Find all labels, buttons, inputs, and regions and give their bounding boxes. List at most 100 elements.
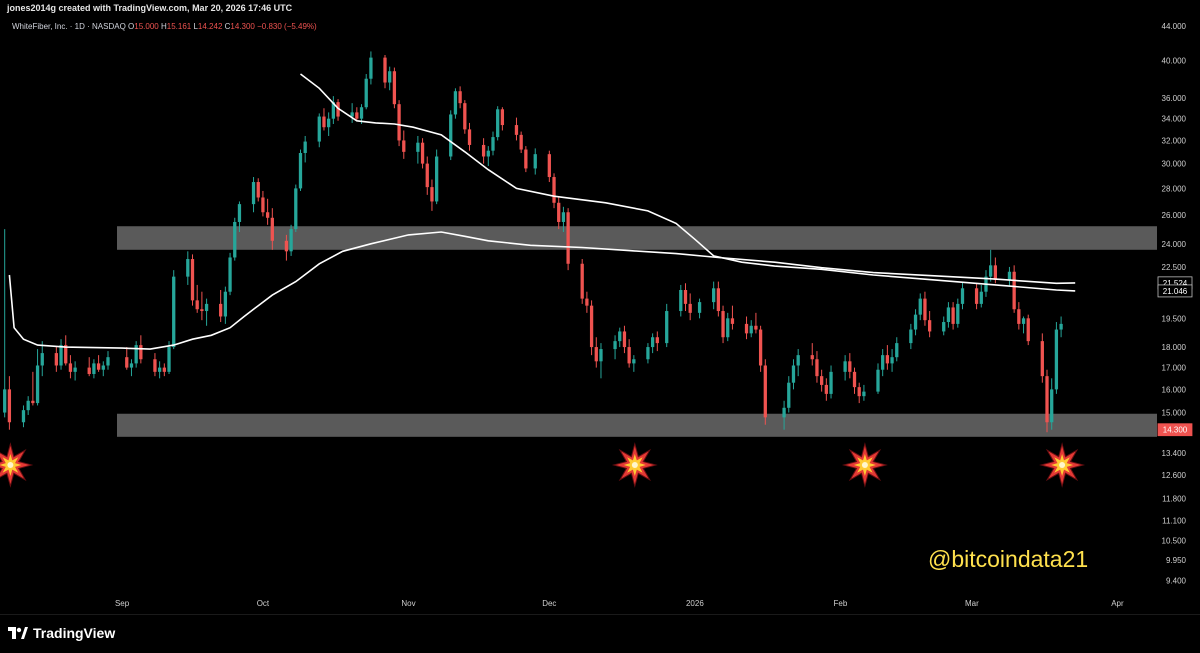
y-axis-labels: 44.000 40.000 36.000 34.000 32.000 30.000 28.0… xyxy=(1162,22,1187,585)
candle-body xyxy=(956,303,960,324)
y-tick-label: 34.000 xyxy=(1162,115,1187,124)
candle-body xyxy=(322,116,326,128)
price-tag-label: 21.046 xyxy=(1163,287,1188,296)
candle-body xyxy=(223,291,228,317)
candle-body xyxy=(594,347,598,362)
candle-body xyxy=(566,212,570,264)
candle-body xyxy=(157,367,162,372)
candle-body xyxy=(96,363,101,370)
candle-body xyxy=(167,347,171,372)
candle-body xyxy=(688,303,692,313)
candle-body xyxy=(294,188,298,230)
y-tick-label: 40.000 xyxy=(1162,56,1187,65)
candle-body xyxy=(951,307,955,324)
candle-body xyxy=(21,410,26,423)
candle-body xyxy=(425,163,429,188)
candle-body xyxy=(890,357,894,364)
candle-body xyxy=(744,323,749,334)
burst-marker-icon xyxy=(611,442,658,488)
candle-body xyxy=(139,345,143,360)
y-tick-label: 28.000 xyxy=(1162,184,1187,193)
candle-body xyxy=(481,144,486,157)
candle-body xyxy=(557,202,561,222)
candle-body xyxy=(420,142,425,164)
candle-body xyxy=(416,142,420,152)
price-tag-label: 14.300 xyxy=(1163,426,1188,435)
candle-body xyxy=(3,389,7,413)
candle-body xyxy=(618,331,622,342)
candle-body xyxy=(885,355,890,364)
candle-body xyxy=(697,302,702,313)
candle-body xyxy=(26,400,30,411)
y-tick-label: 19.500 xyxy=(1162,314,1187,323)
candle-body xyxy=(547,154,551,178)
price-tag-box xyxy=(1157,423,1193,437)
candle-body xyxy=(857,387,861,397)
candle-body xyxy=(129,363,134,368)
candle-body xyxy=(54,353,58,366)
candle-body xyxy=(716,288,720,312)
y-tick-label: 22.500 xyxy=(1162,263,1187,272)
candle-body xyxy=(359,107,364,119)
candle-body xyxy=(261,197,265,213)
tradingview-logo[interactable]: TradingView xyxy=(8,625,115,641)
candle-body xyxy=(7,389,12,423)
candle-body xyxy=(1012,271,1016,310)
x-tick-label: Feb xyxy=(834,599,848,608)
x-tick-label: Nov xyxy=(401,599,415,608)
candle-body xyxy=(68,363,73,372)
watermark-handle: @bitcoindata21 xyxy=(928,546,1089,572)
x-tick-label: Mar xyxy=(965,599,979,608)
candle-body xyxy=(589,305,594,348)
candle-body xyxy=(35,365,40,404)
y-tick-label: 12.600 xyxy=(1162,471,1187,480)
zone-1 xyxy=(117,413,1157,437)
moving-averages-layer xyxy=(8,73,1076,350)
burst-marker-icon xyxy=(0,442,34,488)
candle-body xyxy=(561,212,566,222)
candle-body xyxy=(749,325,753,334)
candle-body xyxy=(64,345,68,364)
burst-core xyxy=(631,462,638,468)
candle-body xyxy=(646,347,650,360)
price-chart[interactable]: 44.000 40.000 36.000 34.000 32.000 30.000 28.0… xyxy=(0,0,1200,614)
price-axis[interactable] xyxy=(1155,18,1200,614)
y-tick-label: 32.000 xyxy=(1162,136,1187,145)
candle-body xyxy=(317,116,321,142)
x-tick-label: Sep xyxy=(115,599,130,608)
tradingview-logo-text: TradingView xyxy=(33,625,116,641)
candle-body xyxy=(993,265,998,280)
y-tick-label: 17.000 xyxy=(1162,364,1187,373)
candle-body xyxy=(923,298,927,321)
candle-body xyxy=(726,318,730,338)
candle-body xyxy=(829,371,833,394)
candle-body xyxy=(895,343,899,358)
candle-body xyxy=(721,311,725,338)
candle-body xyxy=(298,152,303,189)
candle-body xyxy=(134,345,138,364)
candle-body xyxy=(843,361,847,372)
candle-body xyxy=(219,303,223,317)
candle-body xyxy=(974,288,979,304)
candle-body xyxy=(204,303,209,312)
candle-body xyxy=(327,118,331,128)
candle-body xyxy=(848,361,852,372)
candle-body xyxy=(946,307,951,323)
candle-body xyxy=(815,359,819,377)
y-tick-label: 26.000 xyxy=(1162,211,1187,220)
candle-body xyxy=(791,365,796,383)
candle-body xyxy=(1040,341,1044,377)
candle-body xyxy=(153,359,157,372)
candles-layer xyxy=(3,51,1063,433)
burst-core xyxy=(861,462,868,468)
candle-body xyxy=(810,355,814,360)
symbol-label[interactable]: WhiteFiber, Inc. · 1D · NASDAQ xyxy=(12,22,126,31)
moving-average-slow xyxy=(300,73,1076,292)
candle-body xyxy=(369,57,373,79)
candle-body xyxy=(500,109,505,126)
candle-body xyxy=(960,288,965,304)
candle-body xyxy=(1059,323,1063,330)
candle-body xyxy=(909,329,913,344)
candle-body xyxy=(31,400,35,404)
close-label: C xyxy=(224,22,231,31)
